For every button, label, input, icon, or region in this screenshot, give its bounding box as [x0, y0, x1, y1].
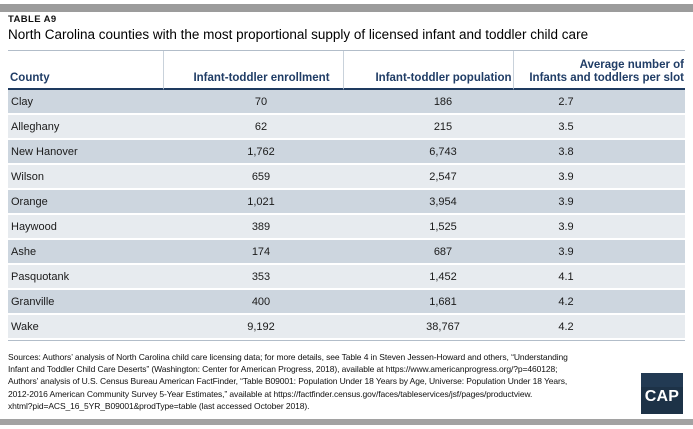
- county-cell: Wilson: [8, 165, 163, 190]
- county-cell: New Hanover: [8, 140, 163, 165]
- value-cell: 659: [163, 165, 343, 190]
- value-cell: 1,021: [163, 190, 343, 215]
- top-divider-bar: [0, 4, 693, 12]
- column-header-average-line2: Infants and toddlers per slot: [529, 71, 684, 84]
- value-cell: 6,743: [343, 140, 513, 165]
- value-cell: 4.1: [513, 265, 685, 290]
- table-row: Clay 70 186 2.7: [8, 90, 685, 115]
- county-cell: Alleghany: [8, 115, 163, 140]
- value-cell: 3.9: [513, 240, 685, 265]
- table-row: Wake 9,192 38,767 4.2: [8, 315, 685, 340]
- table-row: Wilson 659 2,547 3.9: [8, 165, 685, 190]
- cap-logo-text: CAP: [644, 388, 680, 405]
- value-cell: 186: [343, 90, 513, 115]
- value-cell: 1,525: [343, 215, 513, 240]
- table-row: New Hanover 1,762 6,743 3.8: [8, 140, 685, 165]
- value-cell: 3.9: [513, 165, 685, 190]
- county-cell: Haywood: [8, 215, 163, 240]
- value-cell: 1,681: [343, 290, 513, 315]
- table-body: Clay 70 186 2.7 Alleghany 62 215 3.5 New Hanover…: [8, 90, 685, 340]
- county-cell: Pasquotank: [8, 265, 163, 290]
- value-cell: 174: [163, 240, 343, 265]
- value-cell: 215: [343, 115, 513, 140]
- table-label: TABLE A9: [8, 14, 57, 25]
- sources-line: xhtml?pid=ACS_16_5YR_B09001&prodType=tab…: [8, 400, 310, 411]
- value-cell: 3.8: [513, 140, 685, 165]
- value-cell: 3.5: [513, 115, 685, 140]
- table-row: Ashe 174 687 3.9: [8, 240, 685, 265]
- value-cell: 400: [163, 290, 343, 315]
- sources-line: Infant and Toddler Child Care Deserts” (…: [8, 364, 558, 375]
- value-cell: 2,547: [343, 165, 513, 190]
- column-header-county: County: [8, 51, 163, 90]
- column-header-enrollment: Infant-toddler enrollment: [163, 51, 343, 90]
- column-header-average-per-slot: Average number of Infants and toddlers p…: [513, 51, 685, 90]
- value-cell: 1,762: [163, 140, 343, 165]
- value-cell: 9,192: [163, 315, 343, 340]
- value-cell: 3.9: [513, 190, 685, 215]
- value-cell: 3,954: [343, 190, 513, 215]
- data-table: County Infant-toddler enrollment Infant-…: [8, 50, 685, 341]
- table-row: Orange 1,021 3,954 3.9: [8, 190, 685, 215]
- table-row: Alleghany 62 215 3.5: [8, 115, 685, 140]
- value-cell: 38,767: [343, 315, 513, 340]
- column-header-population: Infant-toddler population: [343, 51, 513, 90]
- cap-logo: CAP: [641, 373, 683, 414]
- table-header: County Infant-toddler enrollment Infant-…: [8, 51, 685, 90]
- sources-line: 2012-2016 American Community Survey 5-Ye…: [8, 388, 533, 399]
- table-row: Haywood 389 1,525 3.9: [8, 215, 685, 240]
- county-cell: Clay: [8, 90, 163, 115]
- county-cell: Wake: [8, 315, 163, 340]
- value-cell: 1,452: [343, 265, 513, 290]
- table-row: Pasquotank 353 1,452 4.1: [8, 265, 685, 290]
- county-cell: Granville: [8, 290, 163, 315]
- value-cell: 2.7: [513, 90, 685, 115]
- sources-text: Sources: Authors’ analysis of North Caro…: [8, 351, 568, 412]
- county-cell: Orange: [8, 190, 163, 215]
- value-cell: 3.9: [513, 215, 685, 240]
- value-cell: 353: [163, 265, 343, 290]
- bottom-divider-bar: [0, 419, 693, 425]
- page-title: North Carolina counties with the most pr…: [8, 27, 589, 42]
- value-cell: 62: [163, 115, 343, 140]
- value-cell: 4.2: [513, 290, 685, 315]
- column-header-average-line1: Average number of: [579, 59, 684, 71]
- value-cell: 4.2: [513, 315, 685, 340]
- value-cell: 70: [163, 90, 343, 115]
- value-cell: 389: [163, 215, 343, 240]
- value-cell: 687: [343, 240, 513, 265]
- sources-line: Authors’ analysis of U.S. Census Bureau …: [8, 376, 568, 387]
- sources-line: Sources: Authors’ analysis of North Caro…: [8, 352, 568, 362]
- county-cell: Ashe: [8, 240, 163, 265]
- table-row: Granville 400 1,681 4.2: [8, 290, 685, 315]
